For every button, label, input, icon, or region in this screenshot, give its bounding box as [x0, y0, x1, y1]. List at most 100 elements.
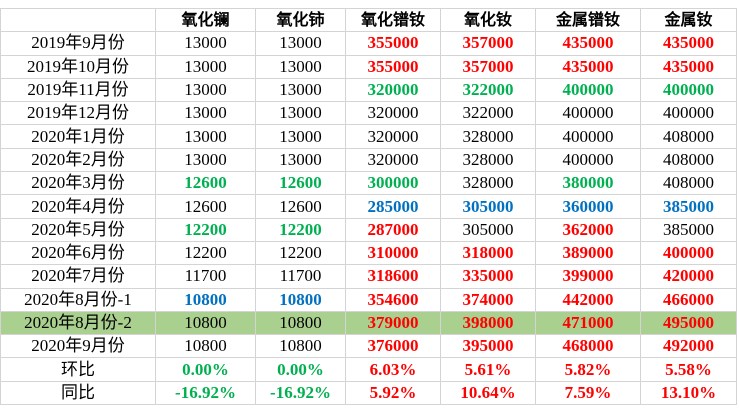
- row-label: 2019年10月份: [0, 54, 156, 79]
- cell: 10.64%: [440, 380, 536, 406]
- row-label: 2020年2月份: [0, 147, 156, 173]
- row-label: 2020年6月份: [0, 240, 156, 266]
- cell: 400000: [640, 240, 737, 266]
- cell: 442000: [535, 287, 641, 312]
- column-header: 氧化镨钕: [345, 7, 441, 33]
- row-label: 2019年12月份: [0, 101, 156, 126]
- cell: 0.00%: [255, 357, 346, 382]
- row-label: 环比: [0, 357, 156, 382]
- cell: -16.92%: [155, 380, 256, 406]
- cell: 13000: [155, 54, 256, 79]
- table-row: 2019年11月份 13000 13000 320000 322000 400000 400…: [0, 77, 737, 103]
- column-header: 金属镨钕: [535, 7, 641, 33]
- cell: 6.03%: [345, 357, 441, 382]
- cell: 360000: [535, 194, 641, 219]
- cell: 11700: [155, 264, 256, 289]
- cell: 385000: [640, 217, 737, 242]
- cell: 13000: [255, 124, 346, 149]
- cell: 10800: [155, 334, 256, 359]
- table-row: 2020年7月份 11700 11700 318600 335000 399000 4200…: [0, 264, 737, 289]
- cell: 10800: [255, 310, 346, 336]
- cell: 13000: [155, 31, 256, 56]
- cell: 357000: [440, 31, 536, 56]
- cell: 400000: [535, 147, 641, 173]
- table-row: 同比 -16.92% -16.92% 5.92% 10.64% 7.59% 13.10%: [0, 380, 737, 406]
- cell: 12200: [155, 240, 256, 266]
- cell: 320000: [345, 147, 441, 173]
- cell: 362000: [535, 217, 641, 242]
- cell: 13000: [155, 77, 256, 103]
- cell: 495000: [640, 310, 737, 336]
- table-row: 2019年10月份 13000 13000 355000 357000 435000 435…: [0, 54, 737, 79]
- table-row: 2020年4月份 12600 12600 285000 305000 360000 3850…: [0, 194, 737, 219]
- cell: 385000: [640, 194, 737, 219]
- cell: 12600: [155, 171, 256, 196]
- cell: 374000: [440, 287, 536, 312]
- cell: 5.58%: [640, 357, 737, 382]
- cell: 400000: [535, 101, 641, 126]
- cell: 10800: [155, 287, 256, 312]
- cell: 335000: [440, 264, 536, 289]
- cell: 328000: [440, 124, 536, 149]
- price-table: 氧化镧 氧化铈 氧化镨钕 氧化钕 金属镨钕 金属钕 2019年9月份 13000 13000 3…: [0, 7, 737, 406]
- cell: 5.82%: [535, 357, 641, 382]
- row-label: 2019年9月份: [0, 31, 156, 56]
- cell: 328000: [440, 147, 536, 173]
- row-label: 2020年3月份: [0, 171, 156, 196]
- cell: 471000: [535, 310, 641, 336]
- cell: 10800: [255, 334, 346, 359]
- cell: 355000: [345, 54, 441, 79]
- cell: 12600: [155, 194, 256, 219]
- row-label: 2020年5月份: [0, 217, 156, 242]
- table-row: 2019年9月份 13000 13000 355000 357000 435000 4350…: [0, 31, 737, 56]
- table-row: 2020年1月份 13000 13000 320000 328000 400000 4080…: [0, 124, 737, 149]
- table-row: 2020年6月份 12200 12200 310000 318000 389000 4000…: [0, 240, 737, 266]
- corner-cell: [0, 7, 156, 33]
- cell: 13.10%: [640, 380, 737, 406]
- cell: 376000: [345, 334, 441, 359]
- cell: 285000: [345, 194, 441, 219]
- cell: 466000: [640, 287, 737, 312]
- cell: 320000: [345, 124, 441, 149]
- cell: 12600: [255, 171, 346, 196]
- cell: 13000: [255, 54, 346, 79]
- table-row: 环比 0.00% 0.00% 6.03% 5.61% 5.82% 5.58%: [0, 357, 737, 382]
- cell: 399000: [535, 264, 641, 289]
- cell: 5.92%: [345, 380, 441, 406]
- cell: 12600: [255, 194, 346, 219]
- row-label: 2020年4月份: [0, 194, 156, 219]
- cell: -16.92%: [255, 380, 346, 406]
- table-row: 2020年5月份 12200 12200 287000 305000 362000 3850…: [0, 217, 737, 242]
- column-header: 氧化镧: [155, 7, 256, 33]
- cell: 400000: [535, 124, 641, 149]
- cell: 435000: [640, 31, 737, 56]
- row-label: 2019年11月份: [0, 77, 156, 103]
- cell: 492000: [640, 334, 737, 359]
- cell: 0.00%: [155, 357, 256, 382]
- cell: 408000: [640, 147, 737, 173]
- cell: 12200: [155, 217, 256, 242]
- cell: 400000: [640, 101, 737, 126]
- row-label: 2020年1月份: [0, 124, 156, 149]
- cell: 300000: [345, 171, 441, 196]
- cell: 12200: [255, 217, 346, 242]
- cell: 13000: [155, 124, 256, 149]
- cell: 5.61%: [440, 357, 536, 382]
- cell: 13000: [155, 101, 256, 126]
- table-row: 2020年3月份 12600 12600 300000 328000 380000 4080…: [0, 171, 737, 196]
- cell: 12200: [255, 240, 346, 266]
- cell: 379000: [345, 310, 441, 336]
- row-label: 2020年9月份: [0, 334, 156, 359]
- table-row: 2019年12月份 13000 13000 320000 322000 400000 400…: [0, 101, 737, 126]
- cell: 318000: [440, 240, 536, 266]
- row-label: 2020年8月份-1: [0, 287, 156, 312]
- cell: 468000: [535, 334, 641, 359]
- table-row: 2020年2月份 13000 13000 320000 328000 400000 4080…: [0, 147, 737, 173]
- cell: 7.59%: [535, 380, 641, 406]
- table-row: 2020年9月份 10800 10800 376000 395000 468000 4920…: [0, 334, 737, 359]
- cell: 305000: [440, 217, 536, 242]
- cell: 380000: [535, 171, 641, 196]
- cell: 435000: [535, 31, 641, 56]
- cell: 10800: [255, 287, 346, 312]
